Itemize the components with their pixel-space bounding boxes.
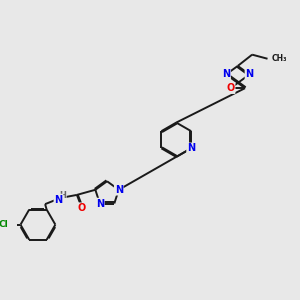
Text: O: O — [226, 83, 235, 93]
Text: N: N — [245, 69, 253, 80]
Text: N: N — [187, 143, 195, 153]
Text: H: H — [59, 191, 66, 200]
Text: N: N — [54, 194, 62, 205]
Text: N: N — [222, 69, 230, 80]
Text: N: N — [115, 185, 123, 195]
Text: CH₃: CH₃ — [272, 54, 287, 63]
Text: O: O — [78, 203, 86, 213]
Text: Cl: Cl — [0, 220, 8, 229]
Text: N: N — [96, 199, 104, 208]
